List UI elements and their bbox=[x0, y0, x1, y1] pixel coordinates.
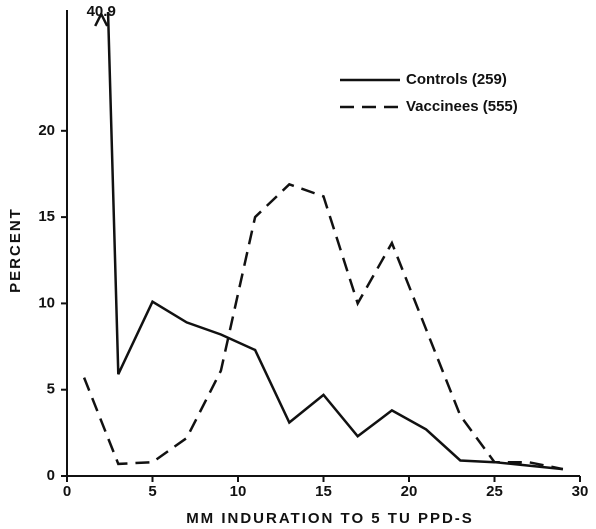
x-tick-label: 15 bbox=[315, 483, 332, 500]
legend-label: Controls (259) bbox=[406, 71, 507, 88]
y-tick-label: 15 bbox=[38, 208, 55, 225]
y-tick-label: 20 bbox=[38, 122, 55, 139]
x-tick-label: 0 bbox=[63, 483, 71, 500]
y-tick-label: 0 bbox=[47, 467, 55, 484]
off-scale-arrow bbox=[94, 11, 109, 27]
x-axis-label: MM INDURATION TO 5 TU PPD-S bbox=[186, 510, 474, 527]
y-axis-label: PERCENT bbox=[7, 207, 24, 293]
x-tick-label: 20 bbox=[401, 483, 418, 500]
y-tick-label: 5 bbox=[47, 381, 55, 398]
y-tick-label: 10 bbox=[38, 294, 55, 311]
value-label: 40.9 bbox=[87, 3, 116, 20]
x-tick-label: 10 bbox=[230, 483, 247, 500]
plot-area bbox=[82, 12, 564, 471]
x-tick-label: 5 bbox=[148, 483, 156, 500]
x-tick-label: 25 bbox=[486, 483, 503, 500]
legend-label: Vaccinees (555) bbox=[406, 98, 518, 115]
series-line bbox=[106, 12, 564, 471]
series-line bbox=[82, 182, 564, 471]
x-tick-label: 30 bbox=[572, 483, 589, 500]
